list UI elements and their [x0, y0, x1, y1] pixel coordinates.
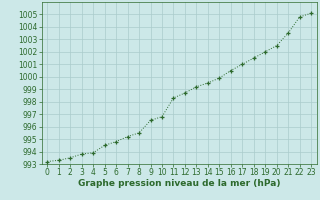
X-axis label: Graphe pression niveau de la mer (hPa): Graphe pression niveau de la mer (hPa): [78, 179, 280, 188]
